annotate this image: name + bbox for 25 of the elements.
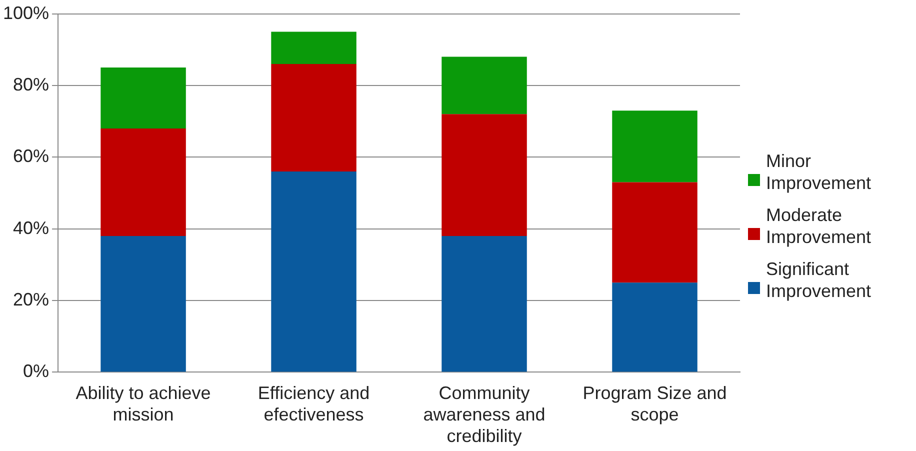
bar	[442, 236, 527, 372]
bar	[100, 236, 186, 372]
bar	[612, 182, 698, 283]
x-tick-label: Efficiency and efectiveness	[258, 382, 370, 425]
bar	[100, 128, 186, 236]
y-tick-label: 20%	[13, 289, 50, 310]
bar	[612, 110, 698, 182]
bar	[612, 282, 698, 372]
y-tick-label: 100%	[2, 2, 50, 23]
y-tick-label: 60%	[13, 146, 50, 166]
x-tick-label: Ability to achieve mission	[76, 382, 211, 425]
y-tick-label: 80%	[13, 74, 50, 94]
bar	[442, 114, 527, 236]
bar	[100, 68, 186, 128]
legend-label: Significant Improvement	[766, 258, 872, 302]
legend-label: Minor Improvement	[766, 150, 872, 194]
x-tick-label: Program Size and scope	[582, 382, 727, 425]
y-tick-label: 0%	[23, 361, 50, 382]
bar	[271, 171, 356, 372]
bar	[271, 32, 356, 64]
legend-label: Moderate Improvement	[766, 204, 872, 248]
bar	[271, 64, 356, 172]
x-tick-label: Community awareness and credibility	[423, 382, 546, 446]
bar	[442, 56, 527, 114]
y-tick-label: 40%	[13, 218, 50, 238]
